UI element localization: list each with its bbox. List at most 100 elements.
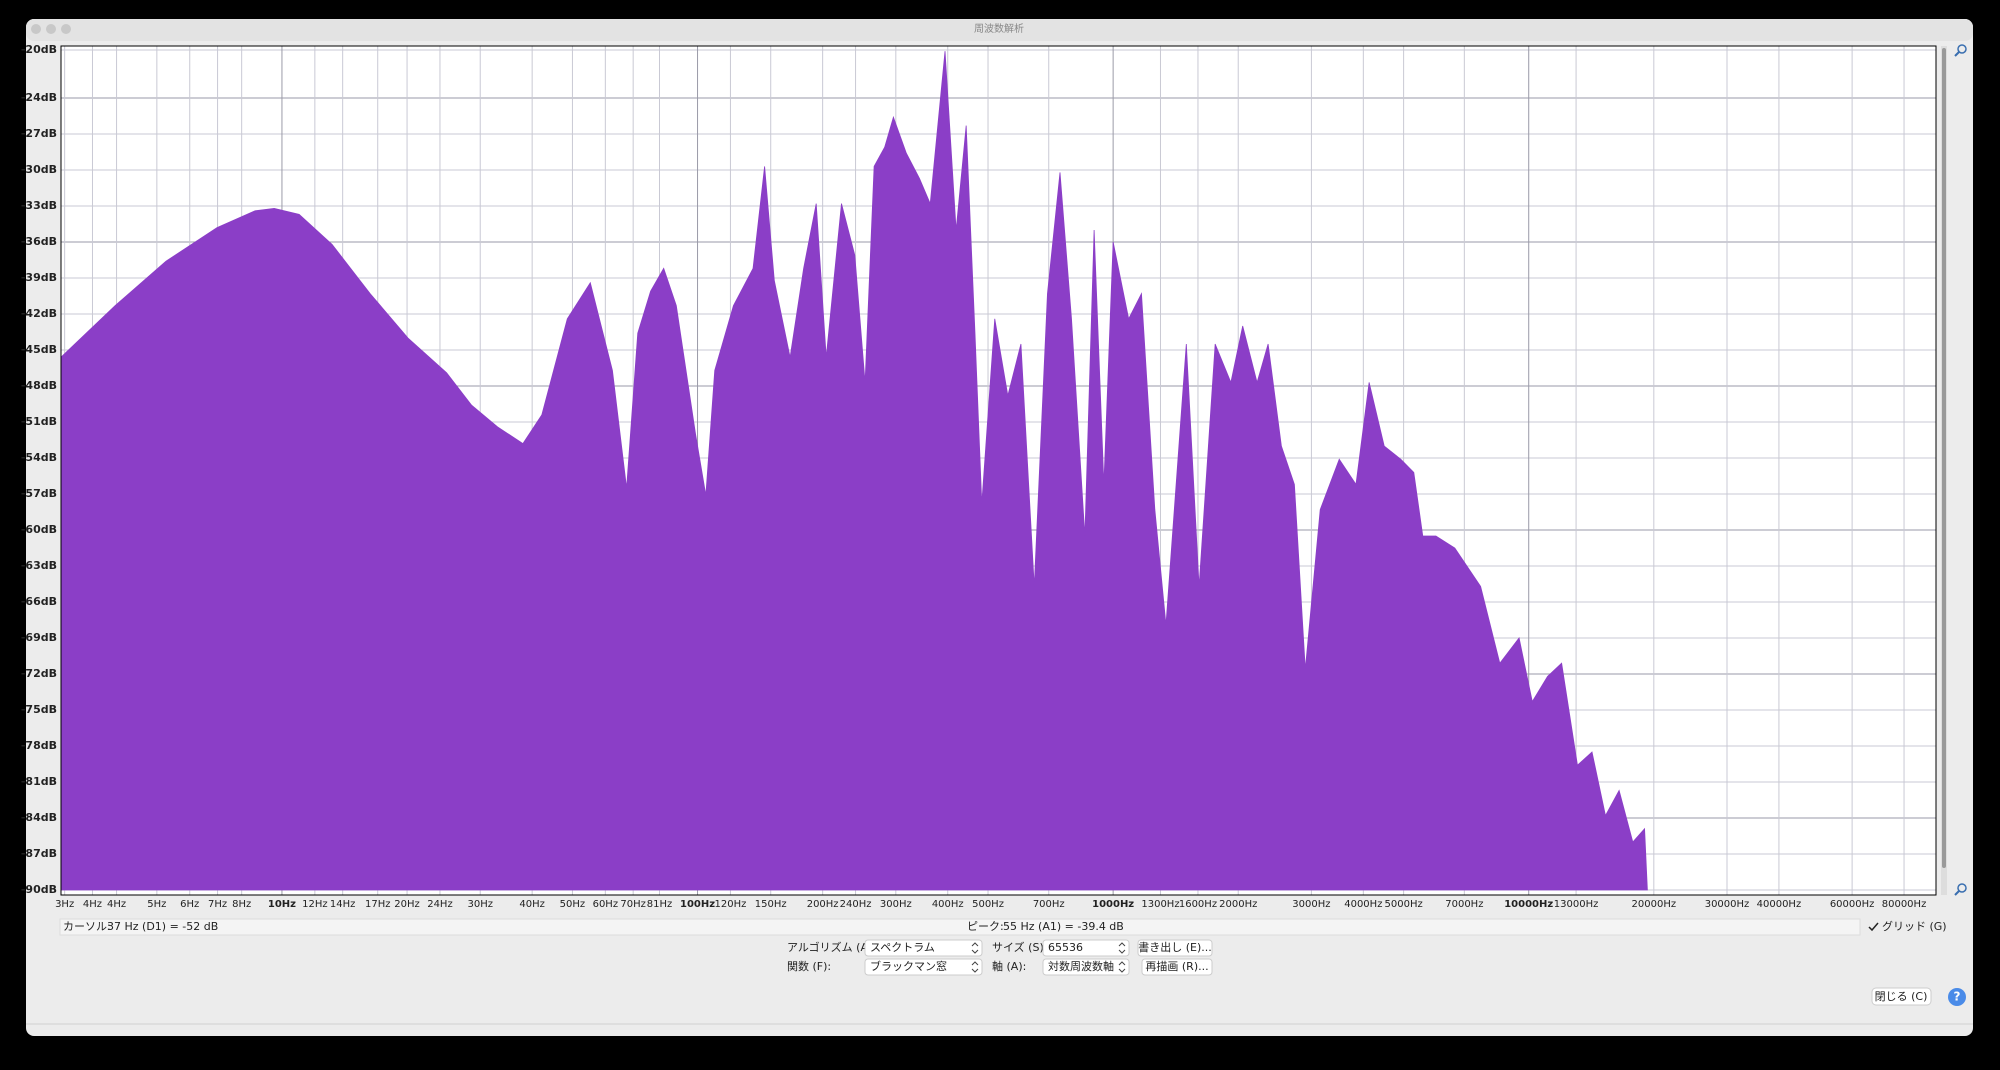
x-tick-label: 100Hz <box>680 899 715 910</box>
close-button[interactable] <box>1871 987 1932 1006</box>
peak-label: ピーク: <box>967 920 1004 933</box>
y-tick-label: -51dB <box>21 415 57 428</box>
grid-checkbox-label[interactable]: グリッド (G) <box>1882 919 1947 933</box>
x-tick-label: 5000Hz <box>1385 899 1423 910</box>
function-label: 関数 (F): <box>787 960 831 973</box>
y-tick-label: -84dB <box>21 811 57 824</box>
y-tick-label: -30dB <box>21 163 57 176</box>
x-tick-label: 4Hz <box>107 899 126 910</box>
x-tick-label: 30000Hz <box>1705 899 1750 910</box>
ticks: -20dB -24dB -27dB -30dB -33dB -36dB -39dB -42dB… <box>21 43 1926 910</box>
y-tick-label: -33dB <box>21 199 57 212</box>
x-tick-label: 400Hz <box>932 899 964 910</box>
algorithm-label: アルゴリズム (A): <box>787 940 876 954</box>
export-button[interactable] <box>1137 939 1213 957</box>
x-tick-label: 120Hz <box>715 899 747 910</box>
x-tick-label: 60Hz <box>593 899 619 910</box>
algorithm-select[interactable] <box>864 939 983 957</box>
x-tick-label: 7000Hz <box>1445 899 1483 910</box>
y-tick-label: -45dB <box>21 343 57 356</box>
x-tick-label: 1600Hz <box>1179 899 1217 910</box>
help-label[interactable]: ? <box>1954 990 1961 1004</box>
y-tick-label: -66dB <box>21 595 57 608</box>
y-tick-label: -87dB <box>21 847 57 860</box>
close-dot[interactable] <box>31 24 41 34</box>
y-tick-label: -39dB <box>21 271 57 284</box>
x-tick-label: 4000Hz <box>1344 899 1382 910</box>
x-tick-label: 1000Hz <box>1092 899 1134 910</box>
x-tick-label: 300Hz <box>880 899 912 910</box>
y-tick-label: -57dB <box>21 487 57 500</box>
replot-label[interactable]: 再描画 (R)... <box>1145 959 1208 973</box>
help-button[interactable] <box>1948 988 1966 1006</box>
y-tick-label: -54dB <box>21 451 57 464</box>
select-arrows <box>1118 961 1126 973</box>
spectrum-area <box>60 51 1648 891</box>
plot-border <box>60 45 1937 896</box>
zoom-dot[interactable] <box>61 24 71 34</box>
export-label[interactable]: 書き出し (E)... <box>1138 940 1212 954</box>
y-tick-label: -81dB <box>21 775 57 788</box>
x-tick-label: 81Hz <box>647 899 673 910</box>
x-tick-label: 2000Hz <box>1219 899 1257 910</box>
axis-select[interactable] <box>1042 958 1130 976</box>
peak-value: 55 Hz (A1) = -39.4 dB <box>1003 920 1124 933</box>
y-tick-label: -72dB <box>21 667 57 680</box>
x-tick-label: 6Hz <box>180 899 199 910</box>
x-tick-label: 200Hz <box>807 899 839 910</box>
x-tick-label: 14Hz <box>330 899 356 910</box>
x-tick-label: 7Hz <box>208 899 227 910</box>
size-value[interactable]: 65536 <box>1048 941 1083 954</box>
x-tick-label: 500Hz <box>972 899 1004 910</box>
y-tick-label: -42dB <box>21 307 57 320</box>
x-tick-label: 24Hz <box>427 899 453 910</box>
x-tick-label: 60000Hz <box>1830 899 1875 910</box>
x-tick-label: 40000Hz <box>1757 899 1802 910</box>
x-tick-label: 10000Hz <box>1504 899 1553 910</box>
spectrum <box>60 51 1648 891</box>
x-tick-label: 150Hz <box>755 899 787 910</box>
x-tick-label: 4Hz <box>83 899 102 910</box>
grid-checkbox[interactable] <box>1868 922 1879 932</box>
x-tick-label: 5Hz <box>147 899 166 910</box>
axis-value[interactable]: 対数周波数軸 <box>1048 959 1114 973</box>
x-tick-label: 10Hz <box>268 899 296 910</box>
size-select[interactable] <box>1042 939 1130 957</box>
zoom-in[interactable] <box>1954 44 1967 57</box>
cursor-label: カーソル: <box>63 920 111 933</box>
y-tick-label: -90dB <box>21 883 57 896</box>
x-tick-label: 50Hz <box>560 899 586 910</box>
x-tick-label: 13000Hz <box>1554 899 1599 910</box>
cursor-value: 37 Hz (D1) = -52 dB <box>107 920 218 933</box>
x-tick-label: 3Hz <box>55 899 74 910</box>
zoom-out[interactable] <box>1954 883 1967 896</box>
function-select[interactable] <box>864 958 983 976</box>
y-tick-label: -20dB <box>21 43 57 56</box>
x-tick-label: 40Hz <box>519 899 545 910</box>
x-tick-label: 30Hz <box>467 899 493 910</box>
close-label[interactable]: 閉じる (C) <box>1875 990 1928 1003</box>
y-tick-label: -78dB <box>21 739 57 752</box>
x-tick-label: 700Hz <box>1033 899 1065 910</box>
y-tick-label: -63dB <box>21 559 57 572</box>
minimize-dot[interactable] <box>46 24 56 34</box>
size-label: サイズ (S): <box>992 940 1047 954</box>
function-value[interactable]: ブラックマン窓 <box>870 959 947 973</box>
x-tick-label: 3000Hz <box>1292 899 1330 910</box>
x-tick-label: 8Hz <box>232 899 251 910</box>
y-tick-label: -69dB <box>21 631 57 644</box>
scroll-thumb[interactable] <box>1942 48 1946 868</box>
algorithm-value[interactable]: スペクトラム <box>870 941 935 954</box>
x-tick-label: 1300Hz <box>1141 899 1179 910</box>
y-tick-label: -75dB <box>21 703 57 716</box>
x-tick-label: 240Hz <box>840 899 872 910</box>
replot-button[interactable] <box>1141 958 1213 976</box>
x-tick-label: 80000Hz <box>1882 899 1927 910</box>
y-tick-label: -48dB <box>21 379 57 392</box>
select-arrows <box>971 961 979 973</box>
status-field <box>59 918 1861 936</box>
axis-label: 軸 (A): <box>992 959 1026 973</box>
title-bar <box>26 19 1973 41</box>
